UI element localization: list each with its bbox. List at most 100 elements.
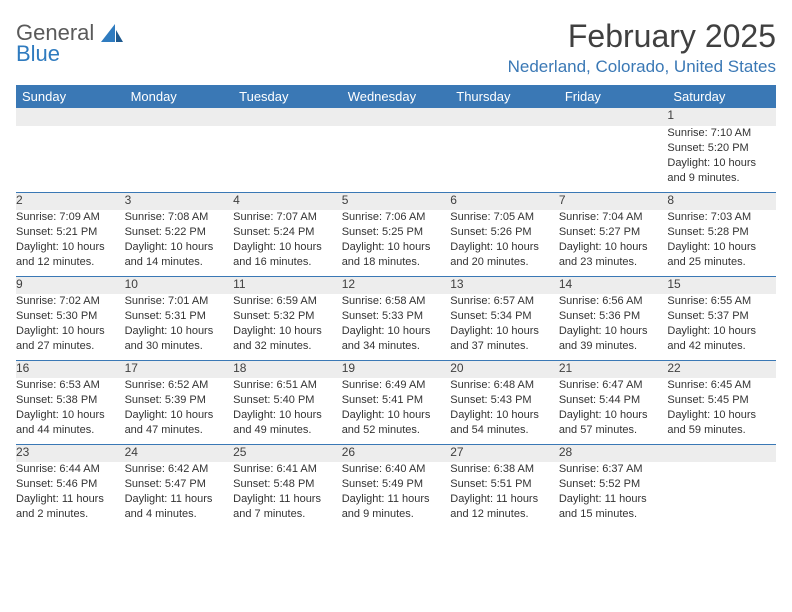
day-cell: Sunrise: 6:44 AMSunset: 5:46 PMDaylight:… [16, 462, 125, 528]
daylight-text: Daylight: 11 hours and 7 minutes. [233, 492, 342, 522]
sunset-text: Sunset: 5:24 PM [233, 225, 342, 240]
location-subtitle: Nederland, Colorado, United States [508, 57, 776, 77]
day-cell: Sunrise: 6:51 AMSunset: 5:40 PMDaylight:… [233, 378, 342, 444]
day-number: 28 [559, 444, 668, 462]
sunrise-text: Sunrise: 6:44 AM [16, 462, 125, 477]
day-number: 15 [667, 276, 776, 294]
day-number: 2 [16, 192, 125, 210]
day-number: 1 [667, 108, 776, 126]
day-cell [342, 126, 451, 192]
daynum-row: 232425262728 [16, 444, 776, 462]
daylight-text: Daylight: 11 hours and 4 minutes. [125, 492, 234, 522]
day-number: 5 [342, 192, 451, 210]
day-content-row: Sunrise: 7:10 AMSunset: 5:20 PMDaylight:… [16, 126, 776, 192]
day-cell: Sunrise: 7:10 AMSunset: 5:20 PMDaylight:… [667, 126, 776, 192]
weekday-header: Thursday [450, 85, 559, 108]
logo-text-block: General Blue [16, 22, 123, 65]
day-number: 20 [450, 360, 559, 378]
day-cell: Sunrise: 6:48 AMSunset: 5:43 PMDaylight:… [450, 378, 559, 444]
day-cell: Sunrise: 6:59 AMSunset: 5:32 PMDaylight:… [233, 294, 342, 360]
sunset-text: Sunset: 5:32 PM [233, 309, 342, 324]
day-content-row: Sunrise: 6:44 AMSunset: 5:46 PMDaylight:… [16, 462, 776, 528]
day-cell: Sunrise: 7:03 AMSunset: 5:28 PMDaylight:… [667, 210, 776, 276]
sunrise-text: Sunrise: 6:51 AM [233, 378, 342, 393]
day-number [16, 108, 125, 126]
day-cell: Sunrise: 6:53 AMSunset: 5:38 PMDaylight:… [16, 378, 125, 444]
daylight-text: Daylight: 10 hours and 37 minutes. [450, 324, 559, 354]
day-cell: Sunrise: 6:40 AMSunset: 5:49 PMDaylight:… [342, 462, 451, 528]
sunset-text: Sunset: 5:49 PM [342, 477, 451, 492]
day-cell: Sunrise: 6:38 AMSunset: 5:51 PMDaylight:… [450, 462, 559, 528]
sunrise-text: Sunrise: 6:37 AM [559, 462, 668, 477]
daylight-text: Daylight: 10 hours and 20 minutes. [450, 240, 559, 270]
sunrise-text: Sunrise: 7:08 AM [125, 210, 234, 225]
sunrise-text: Sunrise: 7:05 AM [450, 210, 559, 225]
day-number [125, 108, 234, 126]
daynum-row: 2345678 [16, 192, 776, 210]
day-number: 26 [342, 444, 451, 462]
daylight-text: Daylight: 11 hours and 12 minutes. [450, 492, 559, 522]
sunrise-text: Sunrise: 7:09 AM [16, 210, 125, 225]
weekday-header: Friday [559, 85, 668, 108]
day-cell: Sunrise: 6:37 AMSunset: 5:52 PMDaylight:… [559, 462, 668, 528]
daylight-text: Daylight: 10 hours and 30 minutes. [125, 324, 234, 354]
daynum-row: 9101112131415 [16, 276, 776, 294]
day-cell [233, 126, 342, 192]
logo-text-blue: Blue [16, 43, 123, 65]
day-number: 21 [559, 360, 668, 378]
day-cell: Sunrise: 7:07 AMSunset: 5:24 PMDaylight:… [233, 210, 342, 276]
day-number: 12 [342, 276, 451, 294]
sunrise-text: Sunrise: 6:47 AM [559, 378, 668, 393]
day-cell: Sunrise: 6:55 AMSunset: 5:37 PMDaylight:… [667, 294, 776, 360]
day-cell: Sunrise: 6:41 AMSunset: 5:48 PMDaylight:… [233, 462, 342, 528]
daylight-text: Daylight: 10 hours and 42 minutes. [667, 324, 776, 354]
sunrise-text: Sunrise: 6:55 AM [667, 294, 776, 309]
daylight-text: Daylight: 10 hours and 47 minutes. [125, 408, 234, 438]
day-number: 8 [667, 192, 776, 210]
sunset-text: Sunset: 5:30 PM [16, 309, 125, 324]
day-number: 14 [559, 276, 668, 294]
day-cell [450, 126, 559, 192]
sunset-text: Sunset: 5:25 PM [342, 225, 451, 240]
day-content-row: Sunrise: 7:02 AMSunset: 5:30 PMDaylight:… [16, 294, 776, 360]
daylight-text: Daylight: 10 hours and 44 minutes. [16, 408, 125, 438]
day-cell: Sunrise: 6:49 AMSunset: 5:41 PMDaylight:… [342, 378, 451, 444]
day-cell: Sunrise: 6:42 AMSunset: 5:47 PMDaylight:… [125, 462, 234, 528]
day-cell [16, 126, 125, 192]
day-cell [559, 126, 668, 192]
daylight-text: Daylight: 10 hours and 49 minutes. [233, 408, 342, 438]
day-number: 24 [125, 444, 234, 462]
sunrise-text: Sunrise: 7:06 AM [342, 210, 451, 225]
day-cell: Sunrise: 7:05 AMSunset: 5:26 PMDaylight:… [450, 210, 559, 276]
sunrise-text: Sunrise: 6:41 AM [233, 462, 342, 477]
day-number: 13 [450, 276, 559, 294]
weekday-header: Wednesday [342, 85, 451, 108]
sunrise-text: Sunrise: 6:56 AM [559, 294, 668, 309]
daylight-text: Daylight: 10 hours and 54 minutes. [450, 408, 559, 438]
sunset-text: Sunset: 5:44 PM [559, 393, 668, 408]
day-number: 18 [233, 360, 342, 378]
day-number: 27 [450, 444, 559, 462]
day-cell: Sunrise: 7:01 AMSunset: 5:31 PMDaylight:… [125, 294, 234, 360]
sunrise-text: Sunrise: 6:58 AM [342, 294, 451, 309]
title-block: February 2025 Nederland, Colorado, Unite… [508, 18, 776, 77]
sunset-text: Sunset: 5:45 PM [667, 393, 776, 408]
day-content-row: Sunrise: 7:09 AMSunset: 5:21 PMDaylight:… [16, 210, 776, 276]
sunrise-text: Sunrise: 7:01 AM [125, 294, 234, 309]
day-cell: Sunrise: 7:08 AMSunset: 5:22 PMDaylight:… [125, 210, 234, 276]
sunset-text: Sunset: 5:20 PM [667, 141, 776, 156]
day-content-row: Sunrise: 6:53 AMSunset: 5:38 PMDaylight:… [16, 378, 776, 444]
daylight-text: Daylight: 10 hours and 14 minutes. [125, 240, 234, 270]
day-cell: Sunrise: 6:45 AMSunset: 5:45 PMDaylight:… [667, 378, 776, 444]
sunrise-text: Sunrise: 6:48 AM [450, 378, 559, 393]
day-number: 19 [342, 360, 451, 378]
day-number: 9 [16, 276, 125, 294]
day-cell: Sunrise: 7:04 AMSunset: 5:27 PMDaylight:… [559, 210, 668, 276]
day-cell: Sunrise: 6:56 AMSunset: 5:36 PMDaylight:… [559, 294, 668, 360]
day-cell: Sunrise: 7:06 AMSunset: 5:25 PMDaylight:… [342, 210, 451, 276]
sunset-text: Sunset: 5:48 PM [233, 477, 342, 492]
daylight-text: Daylight: 10 hours and 18 minutes. [342, 240, 451, 270]
daylight-text: Daylight: 10 hours and 39 minutes. [559, 324, 668, 354]
day-number [342, 108, 451, 126]
day-number: 22 [667, 360, 776, 378]
